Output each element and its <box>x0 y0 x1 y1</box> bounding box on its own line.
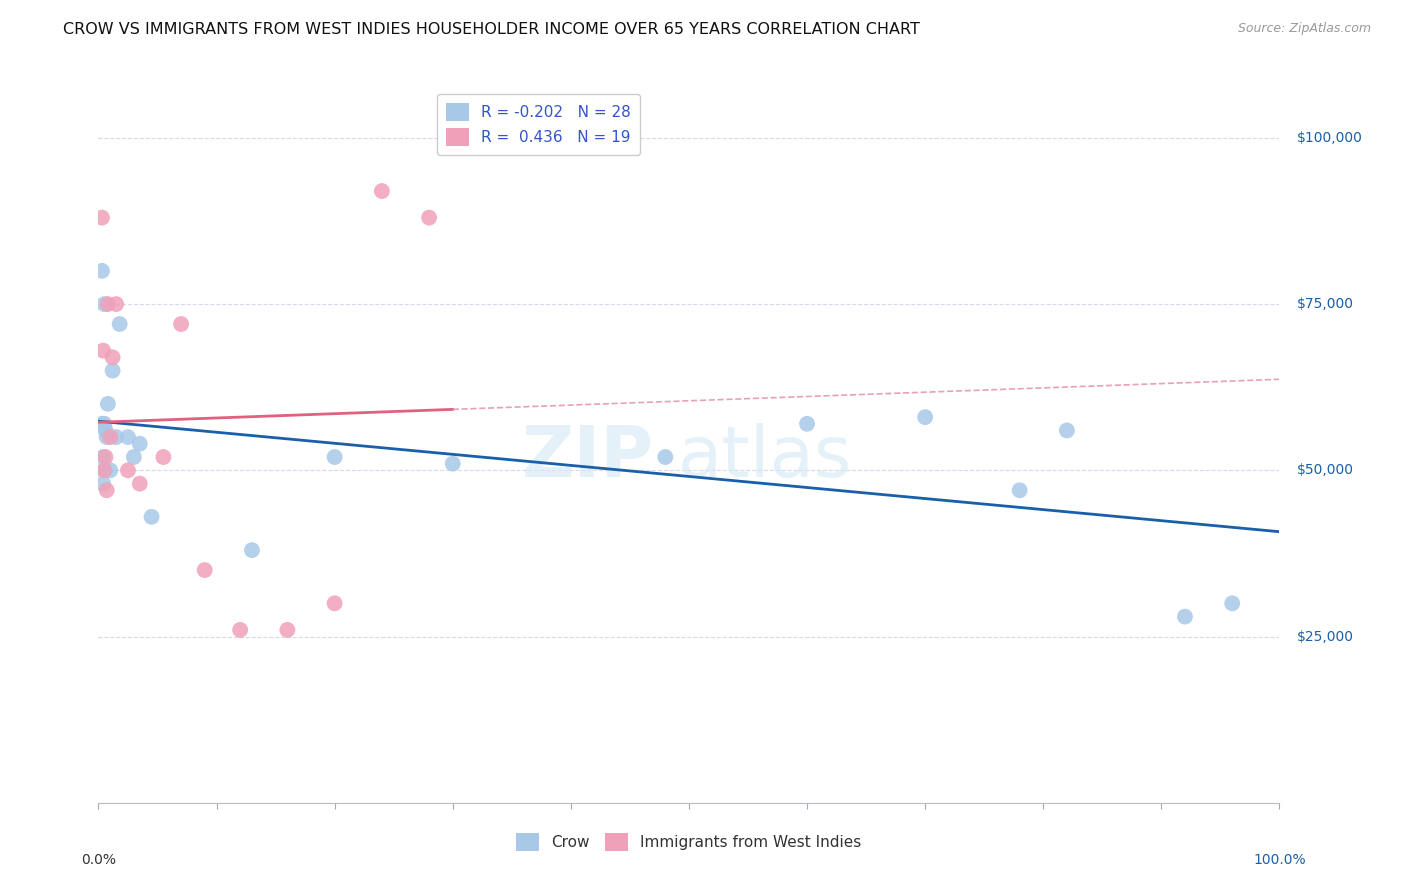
Point <box>141 509 163 524</box>
Point <box>371 184 394 198</box>
Point <box>128 436 150 450</box>
Point <box>97 297 120 311</box>
Point <box>122 450 145 464</box>
Text: $50,000: $50,000 <box>1298 463 1354 477</box>
Point <box>98 463 121 477</box>
Point <box>323 596 346 610</box>
Point <box>170 317 193 331</box>
Point <box>97 397 120 411</box>
Point <box>117 463 139 477</box>
Point <box>93 417 115 431</box>
Point <box>105 297 128 311</box>
Point <box>91 450 114 464</box>
Point <box>418 211 440 225</box>
Point <box>93 463 115 477</box>
Point <box>94 424 117 438</box>
Text: 100.0%: 100.0% <box>1253 853 1306 867</box>
Point <box>91 264 114 278</box>
Point <box>1008 483 1031 498</box>
Point <box>441 457 464 471</box>
Point <box>93 463 115 477</box>
Text: atlas: atlas <box>678 423 852 491</box>
Point <box>98 430 121 444</box>
Point <box>94 450 117 464</box>
Point <box>1056 424 1078 438</box>
Point <box>91 476 114 491</box>
Point <box>117 430 139 444</box>
Point <box>796 417 818 431</box>
Text: 0.0%: 0.0% <box>82 853 115 867</box>
Point <box>96 430 118 444</box>
Point <box>1220 596 1243 610</box>
Point <box>128 476 150 491</box>
Point <box>240 543 263 558</box>
Text: $75,000: $75,000 <box>1298 297 1354 311</box>
Point <box>914 410 936 425</box>
Point <box>152 450 174 464</box>
Text: CROW VS IMMIGRANTS FROM WEST INDIES HOUSEHOLDER INCOME OVER 65 YEARS CORRELATION: CROW VS IMMIGRANTS FROM WEST INDIES HOUS… <box>63 22 920 37</box>
Text: $100,000: $100,000 <box>1298 131 1362 145</box>
Point <box>101 363 124 377</box>
Text: $25,000: $25,000 <box>1298 630 1354 643</box>
Point <box>1174 609 1197 624</box>
Point <box>91 211 114 225</box>
Point <box>91 417 114 431</box>
Point <box>108 317 131 331</box>
Text: Source: ZipAtlas.com: Source: ZipAtlas.com <box>1237 22 1371 36</box>
Point <box>323 450 346 464</box>
Point <box>194 563 217 577</box>
Point <box>96 483 118 498</box>
Text: ZIP: ZIP <box>522 423 654 491</box>
Point <box>105 430 128 444</box>
Point <box>91 343 114 358</box>
Legend: Crow, Immigrants from West Indies: Crow, Immigrants from West Indies <box>510 827 868 857</box>
Point <box>229 623 252 637</box>
Point <box>654 450 676 464</box>
Point <box>276 623 298 637</box>
Point <box>93 297 115 311</box>
Point <box>101 351 124 365</box>
